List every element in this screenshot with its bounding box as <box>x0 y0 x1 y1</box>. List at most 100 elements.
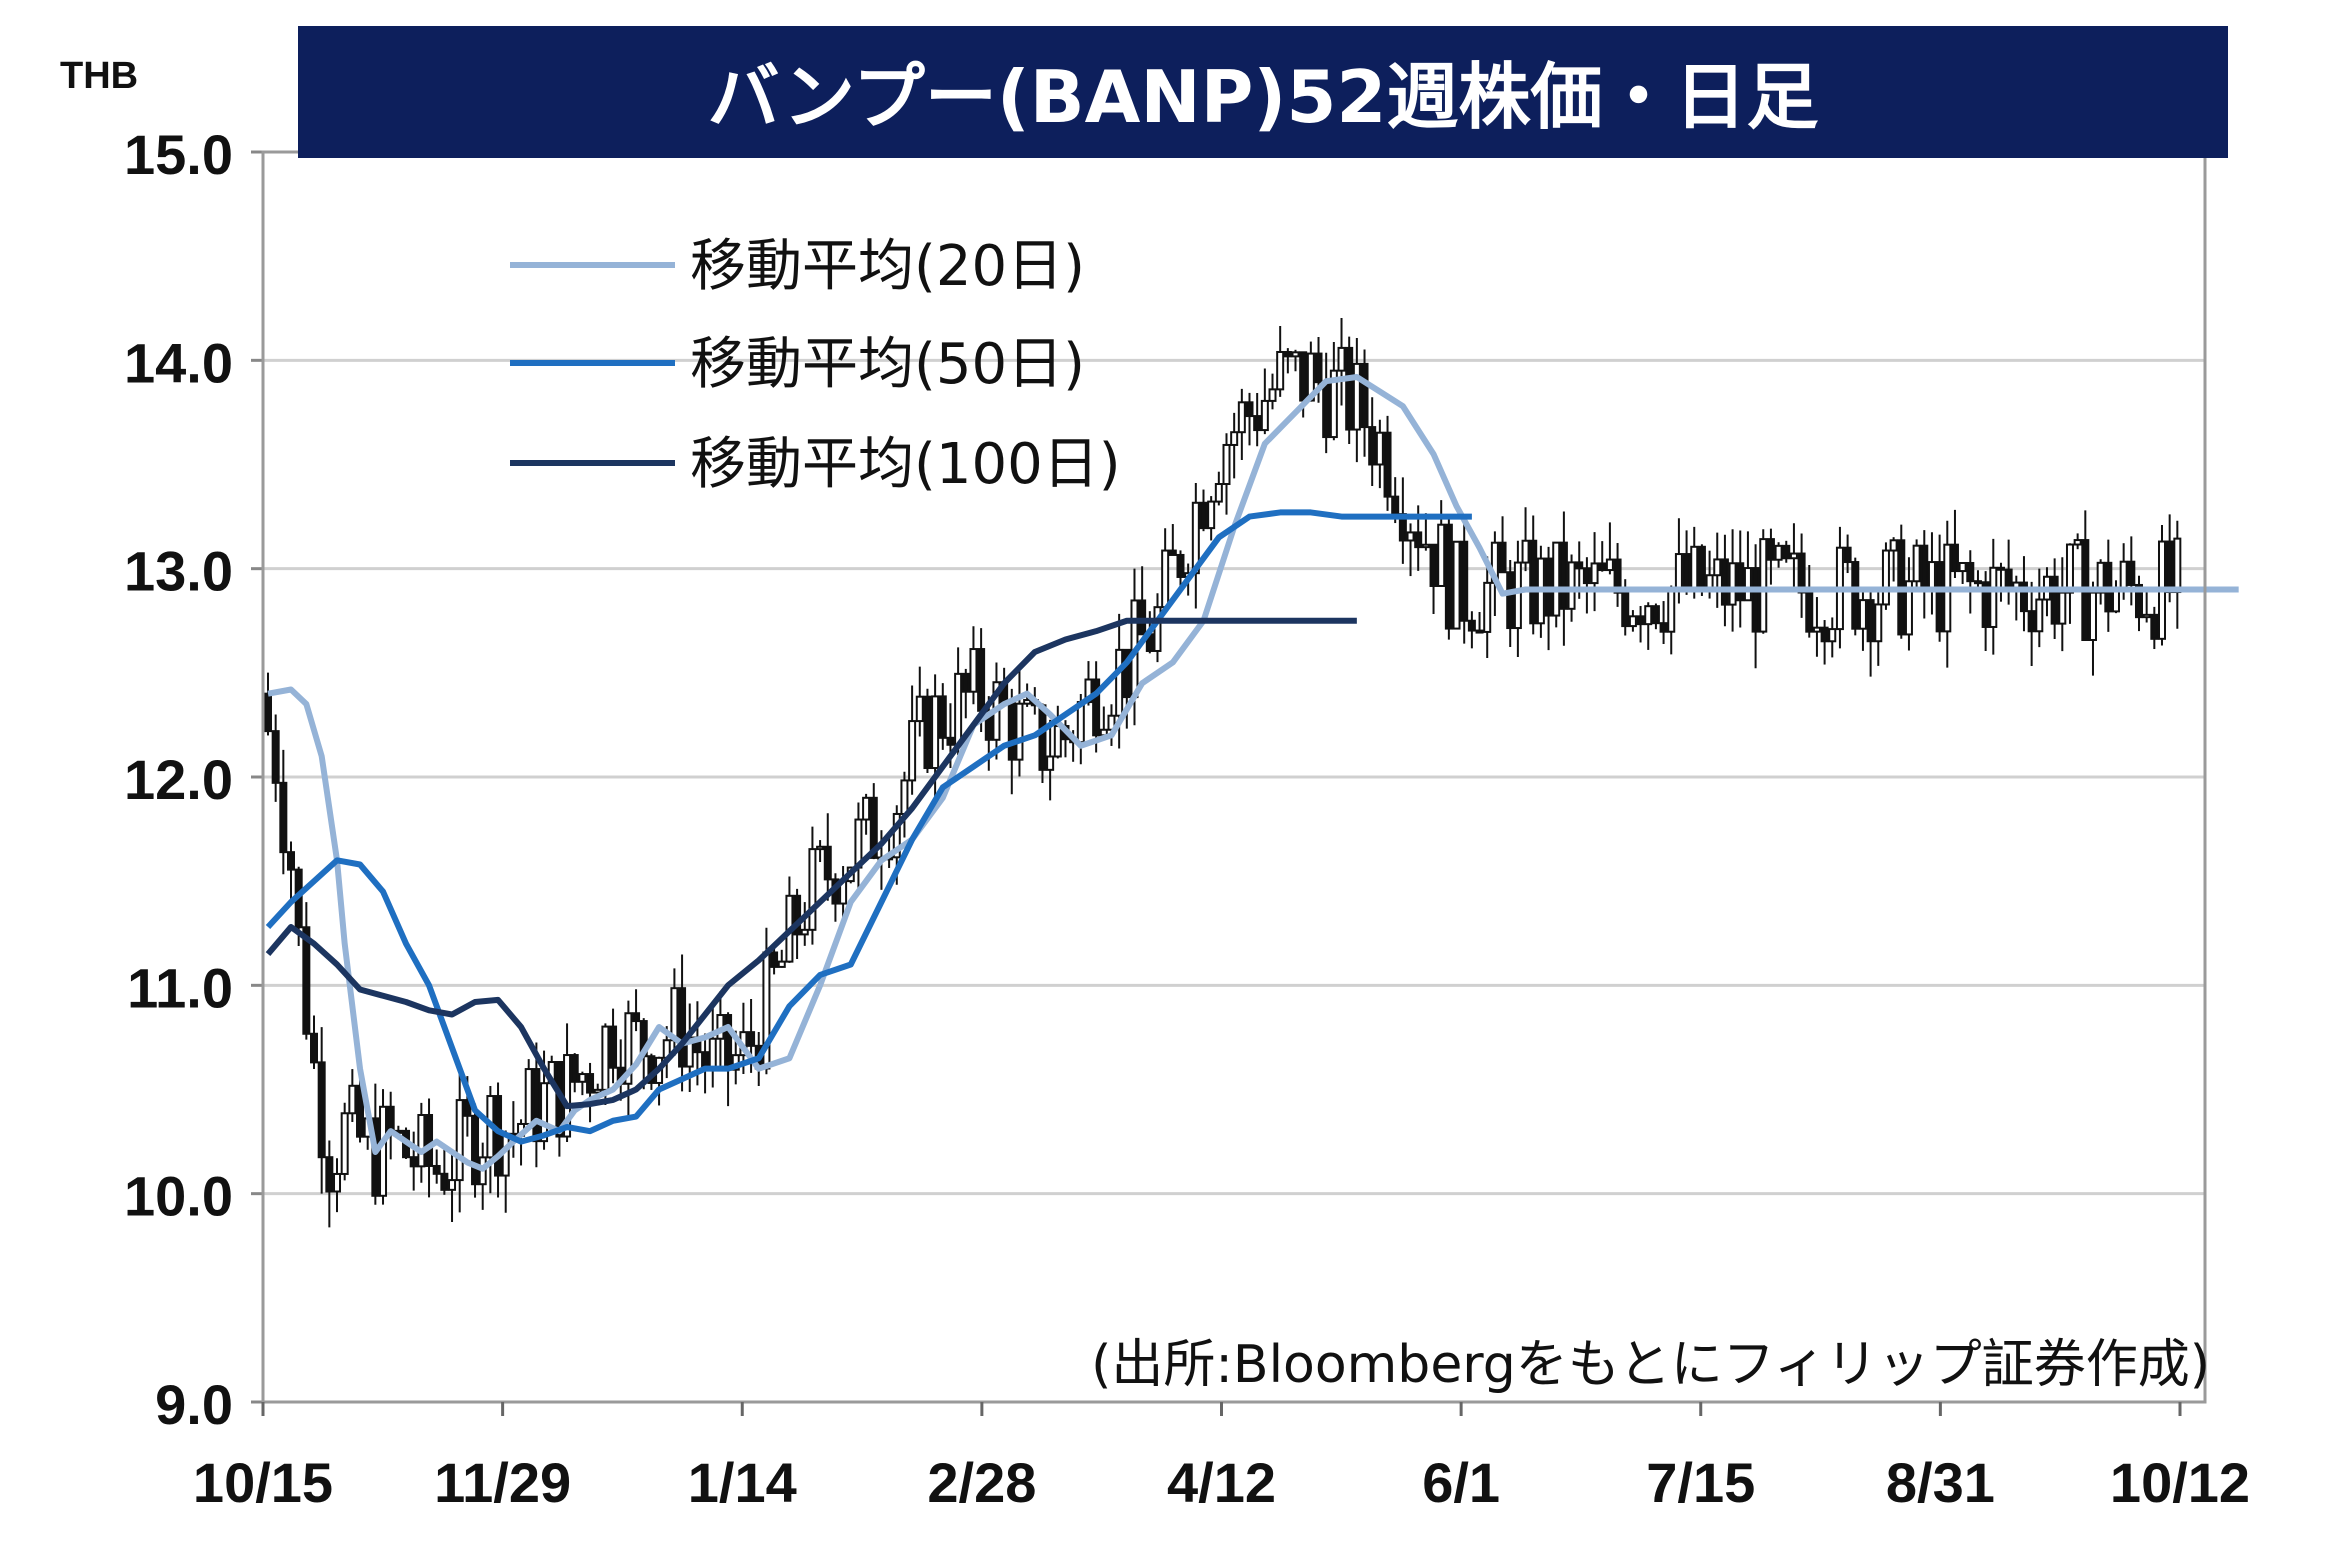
candle-body <box>1950 543 1959 573</box>
candle-body <box>379 1105 388 1197</box>
candle-body <box>1690 545 1699 591</box>
candle-body <box>1774 544 1783 561</box>
y-tick-label: 14.0 <box>124 331 233 394</box>
candle-body <box>1383 431 1392 498</box>
candle-body <box>2050 575 2059 625</box>
candle-body <box>494 1095 503 1177</box>
candle-body <box>578 1073 587 1083</box>
y-tick-label: 9.0 <box>155 1373 233 1436</box>
candle-body <box>862 796 871 821</box>
candle-body <box>1697 545 1706 593</box>
candle-body <box>601 1025 610 1091</box>
y-tick-label: 13.0 <box>124 540 233 603</box>
candle-body <box>1007 702 1016 761</box>
candle-body <box>1460 540 1469 622</box>
candle-body <box>2165 540 2174 594</box>
candle-body <box>1575 561 1584 570</box>
candle-body <box>2111 589 2120 613</box>
candle-body <box>908 720 917 782</box>
candle-body <box>808 848 817 931</box>
candle-body <box>593 1088 602 1094</box>
axes: 9.0 10.0 11.0 12.0 13.0 14.0 15.0 10/15 11/29 1/1… <box>124 123 2250 1514</box>
candle-body <box>954 672 963 746</box>
candle-body <box>1651 605 1660 625</box>
candle-body <box>1751 567 1760 633</box>
x-tick-label: 2/28 <box>927 1451 1036 1514</box>
candle-body <box>708 1037 717 1069</box>
candle-body <box>1667 587 1676 633</box>
candle-body <box>1299 351 1308 402</box>
candle-body <box>800 928 809 936</box>
y-tick-label: 10.0 <box>124 1165 233 1228</box>
candle-body <box>471 1114 480 1186</box>
candle-body <box>1245 401 1254 418</box>
candle-body <box>1046 755 1055 771</box>
candle-body <box>310 1032 319 1064</box>
candle-body <box>770 951 779 968</box>
y-tick-label: 12.0 <box>124 748 233 811</box>
candle-body <box>348 1084 357 1115</box>
candle-body <box>1092 678 1101 737</box>
candle-body <box>1674 553 1683 590</box>
x-tick-label: 11/29 <box>434 1451 571 1514</box>
candle-body <box>340 1112 349 1175</box>
candle-body <box>409 1156 418 1168</box>
candle-body <box>1268 388 1277 402</box>
candle-body <box>793 894 802 936</box>
x-tick-label: 1/14 <box>688 1451 797 1514</box>
candle-body <box>2027 610 2036 633</box>
x-tick-label: 10/12 <box>2110 1451 2250 1514</box>
candle-body <box>1429 543 1438 587</box>
candle-body <box>440 1172 449 1191</box>
candle-body <box>1506 571 1515 630</box>
legend-label-ma20: 移動平均(20日) <box>690 234 1085 299</box>
candle-body <box>1889 539 1898 552</box>
candle-body <box>1053 725 1062 758</box>
candle-body <box>678 987 687 1068</box>
candle-body <box>1920 544 1929 590</box>
candle-body <box>1391 495 1400 516</box>
candle-body <box>1981 581 1990 628</box>
title-banner <box>298 26 2228 158</box>
candle-body <box>1352 362 1361 431</box>
candle-body <box>1805 591 1814 633</box>
candle-body <box>1874 603 1883 643</box>
candle-body <box>1483 581 1492 633</box>
candle-body <box>279 781 288 854</box>
candle-body <box>1368 426 1377 466</box>
candle-body <box>1605 558 1614 572</box>
candle-body <box>1567 561 1576 610</box>
ma-line-ma20 <box>267 374 2239 1172</box>
candle-body <box>609 1025 618 1069</box>
candle-body <box>1138 599 1147 636</box>
candle-body <box>1375 431 1384 466</box>
candle-body <box>1475 629 1484 634</box>
candle-body <box>747 1031 756 1047</box>
candle-body <box>1759 538 1768 633</box>
candle-body <box>946 736 955 746</box>
candle-body <box>317 1061 326 1159</box>
candle-body <box>2173 537 2182 594</box>
candle-body <box>1782 544 1791 560</box>
candle-body <box>1851 561 1860 630</box>
candle-body <box>1582 567 1591 585</box>
candle-body <box>869 796 878 859</box>
candle-body <box>670 987 679 1042</box>
chart-title: バンプー(BANP)52週株価・日足 <box>707 55 1818 139</box>
candle-body <box>570 1054 579 1083</box>
candle-body <box>1843 546 1852 564</box>
candle-body <box>1283 350 1292 358</box>
candle-body <box>1214 483 1223 503</box>
candle-body <box>1329 369 1338 439</box>
candle-body <box>1023 699 1032 705</box>
candle-body <box>1659 622 1668 633</box>
candle-body <box>1820 626 1829 643</box>
candle-body <box>1766 538 1775 561</box>
candle-body <box>1498 541 1507 574</box>
candle-body <box>1613 558 1622 594</box>
candle-body <box>540 1082 549 1143</box>
candle-body <box>777 960 786 968</box>
x-tick-label: 7/15 <box>1646 1451 1755 1514</box>
